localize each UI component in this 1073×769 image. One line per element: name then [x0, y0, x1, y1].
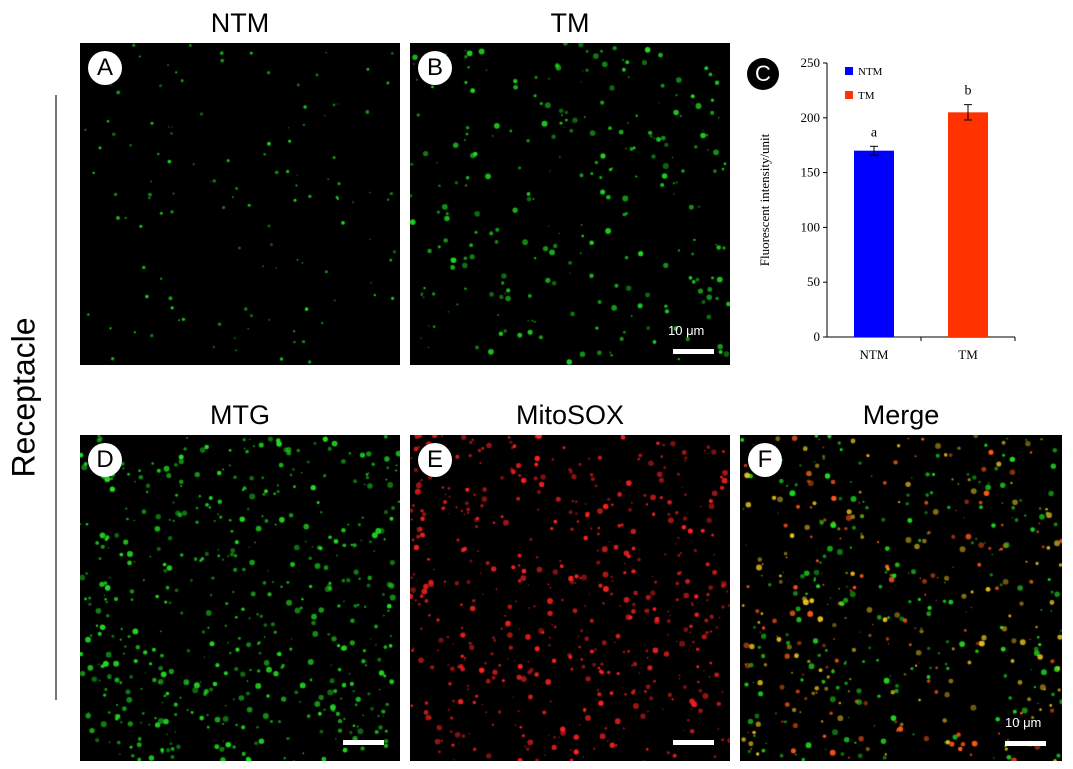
legend-swatch-ntm: [845, 67, 853, 75]
bar-tm: [948, 112, 988, 337]
bar-ntm: [854, 150, 894, 337]
panel-e-scalebar: [673, 740, 714, 745]
panel-e: E: [410, 435, 730, 761]
y-tick-label: 50: [807, 274, 820, 289]
legend-label-tm: TM: [858, 90, 875, 102]
y-tick-label: 100: [801, 219, 821, 234]
panel-b: B 10 μm: [410, 43, 730, 365]
y-tick-label: 0: [814, 329, 821, 344]
y-axis-label: Fluorescent intensity/unit: [757, 133, 772, 266]
x-tick-label-tm: TM: [958, 347, 978, 362]
title-ntm: NTM: [210, 8, 270, 38]
title-mitosox: MitoSOX: [515, 400, 625, 430]
panel-f-letter: F: [748, 443, 782, 477]
title-merge: Merge: [862, 400, 940, 430]
panel-a: A: [80, 43, 400, 365]
y-tick-label: 200: [801, 110, 821, 125]
panel-d-letter: D: [88, 443, 122, 477]
y-tick-label: 250: [801, 55, 821, 70]
legend-label-ntm: NTM: [858, 66, 883, 78]
panel-b-scale-text: 10 μm: [668, 323, 705, 338]
row-label-container: Receptacle: [0, 95, 48, 700]
panel-d-scalebar: [343, 740, 384, 745]
y-tick-label: 150: [801, 165, 821, 180]
panel-a-letter: A: [88, 51, 122, 85]
panel-a-image: [80, 43, 400, 365]
panel-f-image: [740, 435, 1062, 761]
panel-e-image: [410, 435, 730, 761]
significance-label-ntm: a: [871, 125, 878, 140]
significance-label-tm: b: [965, 84, 972, 99]
title-mtg: MTG: [210, 400, 270, 430]
x-tick-label-ntm: NTM: [860, 347, 889, 362]
bar-chart-svg: 0 50 100 150 200 250 Fluorescent intensity/uni…: [757, 55, 1016, 362]
row-bracket-line: [55, 95, 57, 700]
panel-d-image: [80, 435, 400, 761]
panel-f: F 10 μm: [740, 435, 1062, 761]
legend-swatch-tm: [845, 91, 853, 99]
panel-e-letter: E: [418, 443, 452, 477]
bar-chart: 0 50 100 150 200 250 Fluorescent intensity/uni…: [745, 45, 1065, 380]
panel-b-scalebar: [673, 349, 714, 354]
panel-f-scalebar: [1005, 741, 1046, 746]
panel-c-letter: C: [747, 58, 779, 90]
row-label: Receptacle: [5, 317, 42, 478]
panel-f-scale-text: 10 μm: [1005, 715, 1042, 730]
panel-b-image: [410, 43, 730, 365]
panel-d: D: [80, 435, 400, 761]
title-tm: TM: [550, 8, 590, 38]
panel-b-letter: B: [418, 51, 452, 85]
